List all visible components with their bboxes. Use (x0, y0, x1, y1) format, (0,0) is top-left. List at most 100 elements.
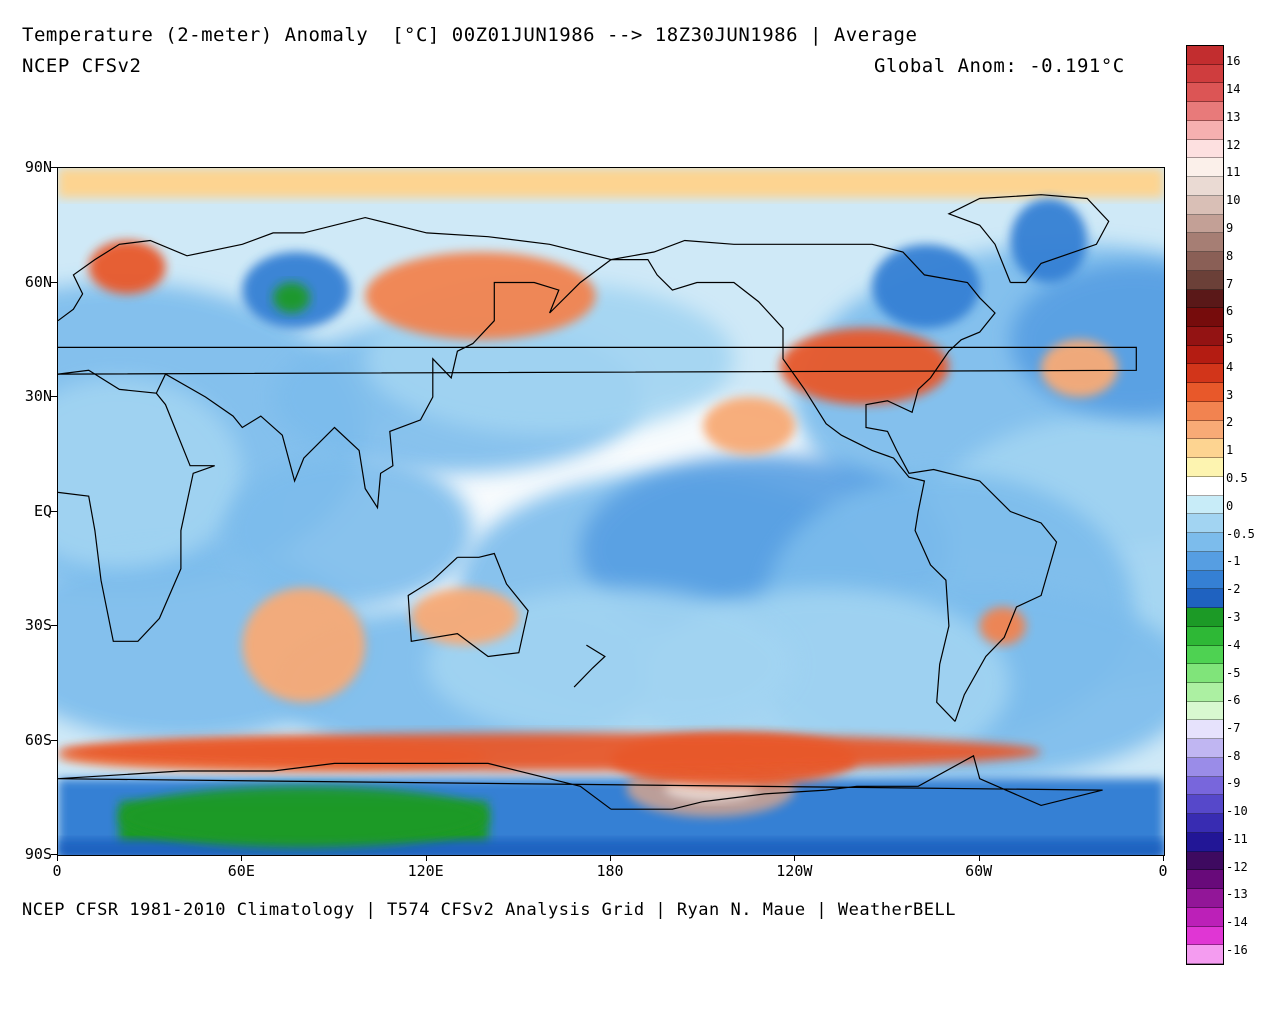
legend-swatch (1187, 270, 1223, 290)
lon-label-0: 0 (52, 862, 62, 880)
lon-tick (1163, 855, 1164, 861)
anomaly-region-12 (58, 732, 1042, 772)
legend-swatch (1187, 495, 1223, 515)
legend-label: -3 (1226, 610, 1241, 624)
lon-label-4: 120W (776, 862, 813, 880)
legend-label: 1 (1226, 443, 1234, 457)
legend-label: 6 (1226, 304, 1234, 318)
legend-label: -12 (1226, 860, 1248, 874)
anomaly-region-14 (979, 606, 1026, 646)
legend-swatch (1187, 83, 1223, 103)
lon-tick (57, 855, 58, 861)
lon-label-5: 60W (965, 862, 993, 880)
anomaly-map-canvas (58, 168, 1164, 855)
lon-tick (425, 855, 427, 861)
legend-swatch (1187, 476, 1223, 496)
legend-label: -2 (1226, 582, 1241, 596)
legend-label: 10 (1226, 193, 1241, 207)
anomaly-region-15 (411, 587, 519, 646)
lat-label-60S: 60S (24, 730, 52, 749)
legend-swatch (1187, 345, 1223, 365)
legend-label: -16 (1226, 943, 1248, 957)
lat-tick (51, 854, 57, 855)
legend-swatch (1187, 814, 1223, 833)
legend-swatch (1187, 851, 1223, 871)
antarctica-coastline (58, 754, 1103, 810)
legend-label: -14 (1226, 915, 1248, 929)
legend-swatch (1187, 458, 1223, 477)
legend-swatch (1187, 945, 1223, 964)
legend-swatch (1187, 514, 1223, 534)
legend-swatch (1187, 139, 1223, 159)
legend-swatch (1187, 64, 1223, 84)
coastlines (58, 194, 1137, 810)
legend-label: -6 (1226, 693, 1241, 707)
anomaly-region-13 (119, 786, 489, 848)
legend-swatch (1187, 608, 1223, 627)
legend-swatch (1187, 645, 1223, 665)
legend-label: -1 (1226, 554, 1241, 568)
legend-swatch (1187, 795, 1223, 815)
legend-swatch (1187, 870, 1223, 890)
legend-swatch (1187, 664, 1223, 683)
legend-swatch (1187, 832, 1223, 852)
legend-label: 2 (1226, 415, 1234, 429)
legend-swatch (1187, 626, 1223, 646)
legend-swatch (1187, 720, 1223, 740)
australia-coastline (407, 552, 529, 658)
legend-label: 12 (1226, 138, 1241, 152)
legend-label: 8 (1226, 249, 1234, 263)
anomaly-region-6 (1010, 198, 1088, 283)
greenland-coastline (947, 194, 1110, 284)
legend-swatch (1187, 102, 1223, 121)
legend-swatch (1187, 701, 1223, 721)
legend-label: -8 (1226, 749, 1241, 763)
eurasia-north-coastline (58, 216, 612, 322)
lat-tick (51, 281, 57, 283)
cool-mottle-12 (226, 454, 473, 607)
legend-swatch (1187, 926, 1223, 946)
anomaly-region-16 (242, 587, 366, 703)
lat-label-30S: 30S (24, 616, 52, 634)
legend-swatch (1187, 439, 1223, 459)
lat-label-EQ: EQ (33, 501, 52, 520)
legend-swatch (1187, 195, 1223, 215)
global-anomaly: Global Anom: -0.191°C (874, 55, 1125, 77)
legend-swatch (1187, 889, 1223, 908)
legend-label: -13 (1226, 887, 1248, 901)
lon-tick (241, 855, 243, 861)
anomaly-region-7 (1041, 339, 1118, 397)
legend-swatch (1187, 776, 1223, 796)
legend-label: -7 (1226, 721, 1241, 735)
lat-label-90N: 90N (24, 158, 52, 176)
legend-label: -4 (1226, 638, 1241, 652)
legend-swatch (1187, 177, 1223, 196)
legend-label: 3 (1226, 388, 1234, 402)
lat-label-60N: 60N (24, 272, 52, 291)
legend-label: 16 (1226, 54, 1241, 68)
legend-label: 14 (1226, 82, 1241, 96)
iberia-coastline (58, 346, 1137, 375)
lat-tick (51, 625, 57, 626)
legend-swatch (1187, 364, 1223, 384)
anomaly-region-3 (365, 251, 596, 340)
lat-label-30N: 30N (24, 387, 52, 405)
lon-label-1: 60E (227, 862, 255, 880)
lat-tick (51, 167, 57, 168)
lon-label-3: 180 (596, 862, 624, 880)
anomaly-region-8 (703, 397, 796, 455)
africa-coastline (58, 369, 215, 642)
legend-swatch (1187, 308, 1223, 328)
legend-label: 0 (1226, 499, 1234, 513)
lon-tick (610, 855, 611, 861)
anomaly-region-2 (273, 282, 310, 314)
legend-label: 4 (1226, 360, 1234, 374)
lon-label-2: 120E (407, 862, 444, 880)
legend-swatch (1187, 533, 1223, 552)
legend-swatch (1187, 739, 1223, 758)
lat-tick (51, 396, 57, 397)
legend-label: -5 (1226, 666, 1241, 680)
legend-label: 7 (1226, 277, 1234, 291)
legend-swatch (1187, 401, 1223, 421)
legend-swatch (1187, 570, 1223, 590)
